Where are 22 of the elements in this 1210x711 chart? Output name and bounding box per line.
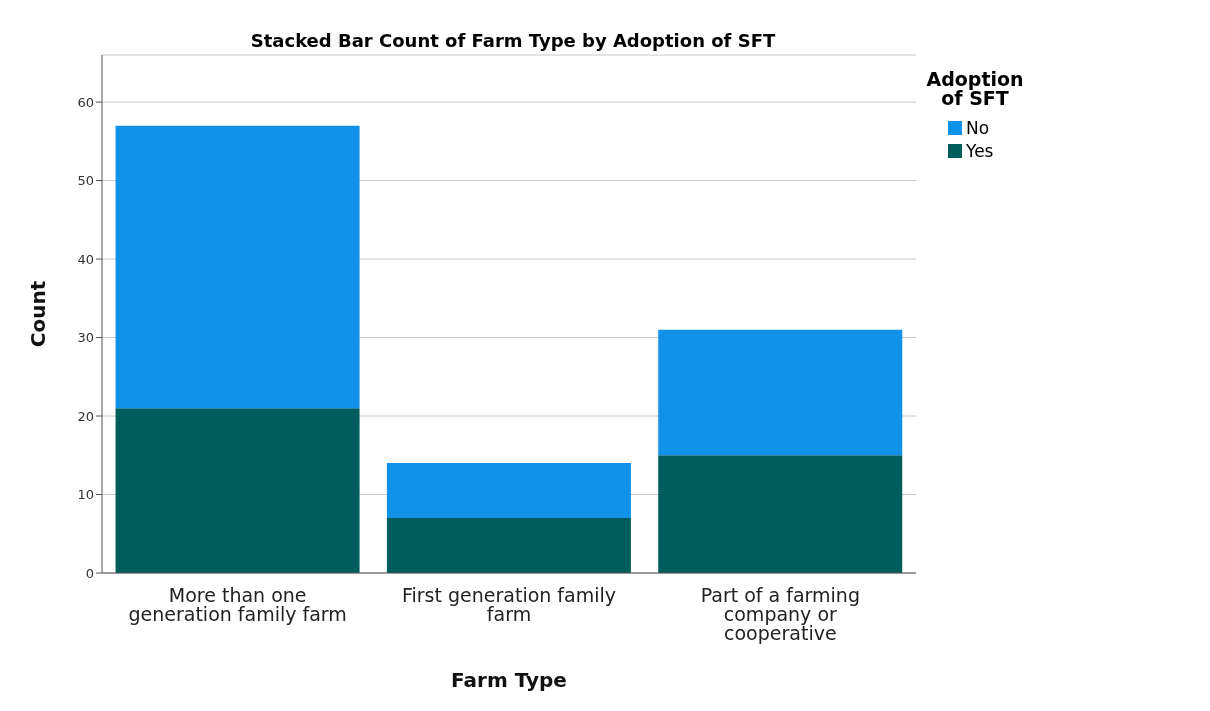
x-tick-label: First generation family farm <box>401 584 617 626</box>
y-tick-label: 30 <box>77 330 94 346</box>
x-tick-label: Part of a farming company or cooperative <box>700 584 860 645</box>
y-tick-label: 10 <box>77 487 94 503</box>
x-tick-label: More than one generation family farm <box>128 584 347 626</box>
bar <box>386 463 631 519</box>
legend-title: Adoption of SFT <box>925 68 1025 109</box>
bar <box>658 329 903 456</box>
y-tick-label: 0 <box>85 565 94 581</box>
y-tick-label: 50 <box>77 173 94 189</box>
legend-label: No <box>966 117 990 138</box>
bar <box>115 125 360 409</box>
y-tick-label: 20 <box>77 408 94 424</box>
bar <box>658 455 903 573</box>
y-tick-label: 60 <box>77 94 94 110</box>
chart-title: Stacked Bar Count of Farm Type by Adoption of SFT <box>249 30 777 51</box>
legend-label: Yes <box>966 140 994 161</box>
y-tick-label: 40 <box>77 251 94 267</box>
bar <box>115 408 360 573</box>
x-axis-title: Farm Type <box>451 668 567 692</box>
y-axis-title: Count <box>26 280 51 348</box>
bar <box>386 518 631 573</box>
